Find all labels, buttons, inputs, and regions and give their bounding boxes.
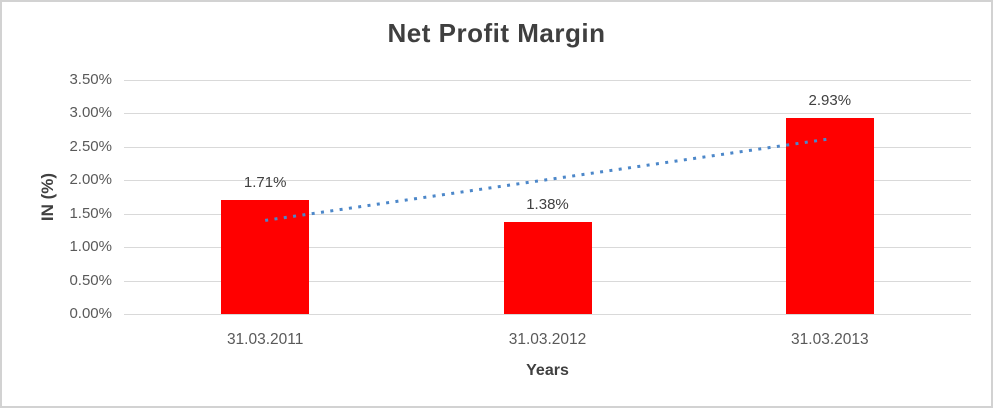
y-tick-label: 3.50%	[69, 71, 112, 88]
chart-title: Net Profit Margin	[387, 18, 606, 48]
y-tick-label: 0.00%	[69, 305, 112, 322]
y-tick-label: 1.50%	[69, 204, 112, 222]
gridline	[124, 80, 971, 81]
y-tick-label: 3.00%	[69, 104, 112, 122]
bar	[785, 118, 874, 314]
x-tick-label: 31.03.2011	[226, 331, 304, 348]
y-tick-label: 0.50%	[69, 271, 112, 289]
gridline	[124, 314, 971, 315]
y-tick-label: 1.00%	[69, 238, 112, 256]
x-tick-label: 31.03.2013	[791, 331, 869, 348]
gridline	[124, 113, 971, 115]
x-axis-title: Years	[526, 362, 569, 379]
data-label: 1.71%	[243, 173, 287, 191]
data-label: 2.93%	[808, 92, 852, 110]
bar	[503, 221, 592, 314]
data-label: 1.38%	[526, 195, 569, 213]
y-tick-label: 2.50%	[69, 137, 112, 155]
x-tick-label: 31.03.2012	[508, 331, 587, 348]
y-tick-label: 2.00%	[69, 171, 112, 189]
bar	[221, 199, 310, 314]
